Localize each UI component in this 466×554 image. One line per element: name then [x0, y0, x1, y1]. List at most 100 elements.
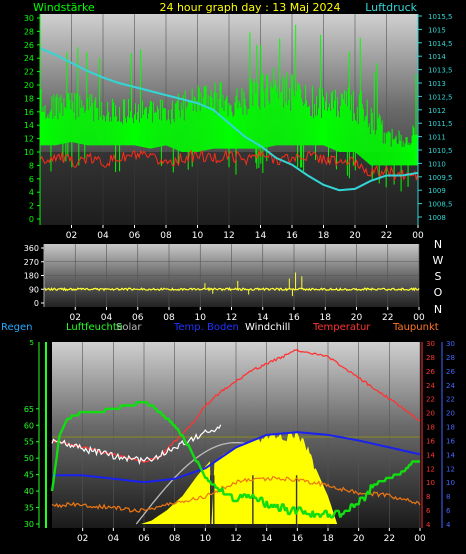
left-tick-label: 8: [29, 161, 34, 170]
wind-pressure-axes: 02468101214161820222426283010081008,5100…: [24, 13, 453, 241]
soil-tick-label: 14: [446, 451, 455, 459]
p3-x-tick-label: 22: [384, 534, 395, 544]
p1-x-tick-label: 18: [318, 231, 330, 241]
temp-tick-label: 22: [426, 396, 435, 404]
humidity-tick-label: 35: [24, 504, 34, 513]
humidity-tick-label: 55: [24, 438, 34, 447]
p2-x-tick-label: 00: [413, 313, 425, 323]
soil-tick-label: 4: [446, 521, 451, 529]
soil-tick-label: 6: [446, 507, 451, 515]
humidity-tick-label: 40: [24, 487, 34, 496]
p2-x-tick-label: 02: [70, 313, 81, 323]
p1-x-tick-label: 22: [381, 231, 392, 241]
left-tick-label: 28: [24, 27, 34, 36]
header-left-label: Windstärke: [33, 1, 95, 14]
left-tick-label: 10: [24, 148, 34, 157]
temp-tick-label: 14: [426, 451, 435, 459]
left-tick-label: 20: [24, 81, 34, 90]
p1-x-tick-label: 16: [286, 231, 298, 241]
right-tick-label: 1012,5: [428, 93, 453, 101]
temp-tick-label: 30: [426, 340, 435, 348]
climate-legend: Regen Luftfeuchte Solar Temp. Boden Wind…: [1, 322, 439, 333]
temp-tick-label: 16: [426, 437, 435, 445]
left-tick-label: 18: [24, 94, 34, 103]
header-right-label: Luftdruck: [365, 1, 417, 14]
dir-tick-label: 180: [24, 272, 39, 281]
left-tick-label: 30: [24, 14, 34, 23]
right-tick-label: 1015,5: [428, 13, 453, 21]
right-tick-label: 1013,5: [428, 67, 453, 75]
p1-x-tick-label: 06: [129, 231, 141, 241]
p1-x-tick-label: 04: [97, 231, 109, 241]
humidity-tick-label: 65: [24, 405, 34, 414]
left-tick-label: 0: [29, 215, 34, 224]
soil-tick-label: 8: [446, 493, 450, 501]
wind-pressure-series: [39, 24, 419, 192]
soil-tick-label: 18: [446, 424, 455, 432]
p2-x-tick-label: 10: [195, 313, 207, 323]
p2-x-tick-label: 14: [257, 313, 269, 323]
p3-x-tick-label: 02: [77, 534, 88, 544]
p2-x-tick-label: 18: [320, 313, 332, 323]
pressure-line: [39, 47, 419, 192]
p3-x-tick-label: 08: [169, 534, 181, 544]
dir-tick-label: 90: [29, 285, 39, 294]
p3-x-tick-label: 16: [292, 534, 304, 544]
p2-x-tick-label: 22: [382, 313, 393, 323]
compass-s: S: [435, 270, 442, 283]
right-tick-label: 1014: [428, 53, 446, 61]
left-tick-label: 6: [29, 175, 34, 184]
legend-temp-boden: Temp. Boden: [173, 322, 239, 333]
legend-windchill: Windchill: [245, 322, 290, 333]
left-tick-label: 12: [24, 135, 34, 144]
right-tick-label: 1011,5: [428, 120, 453, 128]
temp-tick-label: 10: [426, 479, 435, 487]
climate-panel: 30 35 40 45 50 55 60 65 5 4 6 8 10 12 14 16 18 20 22 24 26 28…: [24, 339, 456, 544]
p2-x-tick-label: 12: [226, 313, 237, 323]
p3-x-tick-label: 20: [353, 534, 365, 544]
compass-n-bottom: N: [434, 303, 442, 316]
legend-solar: Solar: [116, 322, 142, 333]
solar-area: [52, 430, 420, 524]
temp-tick-label: 8: [426, 493, 430, 501]
left-tick-label: 26: [24, 41, 34, 50]
p2-x-tick-label: 16: [288, 313, 300, 323]
humidity-tick-label: 50: [24, 454, 34, 463]
p1-x-tick-label: 20: [349, 231, 361, 241]
wind-direction-series: [43, 272, 420, 297]
humidity-line: [50, 401, 420, 519]
compass-n-top: N: [434, 238, 442, 251]
p2-x-tick-label: 04: [101, 313, 113, 323]
dir-tick-label: 360: [24, 244, 39, 253]
humidity-tick-label: 60: [24, 421, 34, 430]
p3-x-tick-label: 10: [200, 534, 212, 544]
temp-tick-label: 24: [426, 382, 435, 390]
left-tick-label: 14: [24, 121, 34, 130]
left-tick-label: 2: [29, 202, 34, 211]
humidity-tick-label: 45: [24, 471, 34, 480]
right-tick-label: 1012: [428, 107, 446, 115]
p3-x-tick-label: 14: [261, 534, 273, 544]
dir-tick-label: 270: [24, 258, 39, 267]
right-tick-label: 1010: [428, 160, 446, 168]
right-tick-label: 1014,5: [428, 40, 453, 48]
climate-axes: 30 35 40 45 50 55 60 65 5 4 6 8 10 12 14 16 18 20 22 24 26 28…: [24, 339, 456, 544]
p3-x-tick-label: 12: [230, 534, 241, 544]
p2-x-tick-label: 20: [351, 313, 363, 323]
dir-tick-label: 0: [34, 299, 39, 308]
soil-tick-label: 26: [446, 368, 455, 376]
header-title: 24 hour graph day : 13 Maj 2024: [159, 1, 340, 14]
legend-regen: Regen: [1, 322, 33, 333]
legend-taupunkt: Taupunkt: [392, 322, 439, 333]
right-tick-label: 1009: [428, 187, 446, 195]
temp-tick-label: 18: [426, 424, 435, 432]
wind-direction-axes: 0 90 180 270 360 02 04 06 08 10 12 14 16 18 20 22 00: [24, 244, 425, 323]
soil-temp-line: [52, 431, 421, 484]
temperature-line: [51, 348, 421, 464]
temp-tick-label: 12: [426, 465, 435, 473]
wind-pressure-panel: 02468101214161820222426283010081008,5100…: [24, 13, 453, 241]
compass-labels: N W S O N: [433, 238, 444, 316]
right-tick-label: 1011: [428, 134, 446, 142]
humidity-tick-label: 30: [24, 520, 34, 529]
